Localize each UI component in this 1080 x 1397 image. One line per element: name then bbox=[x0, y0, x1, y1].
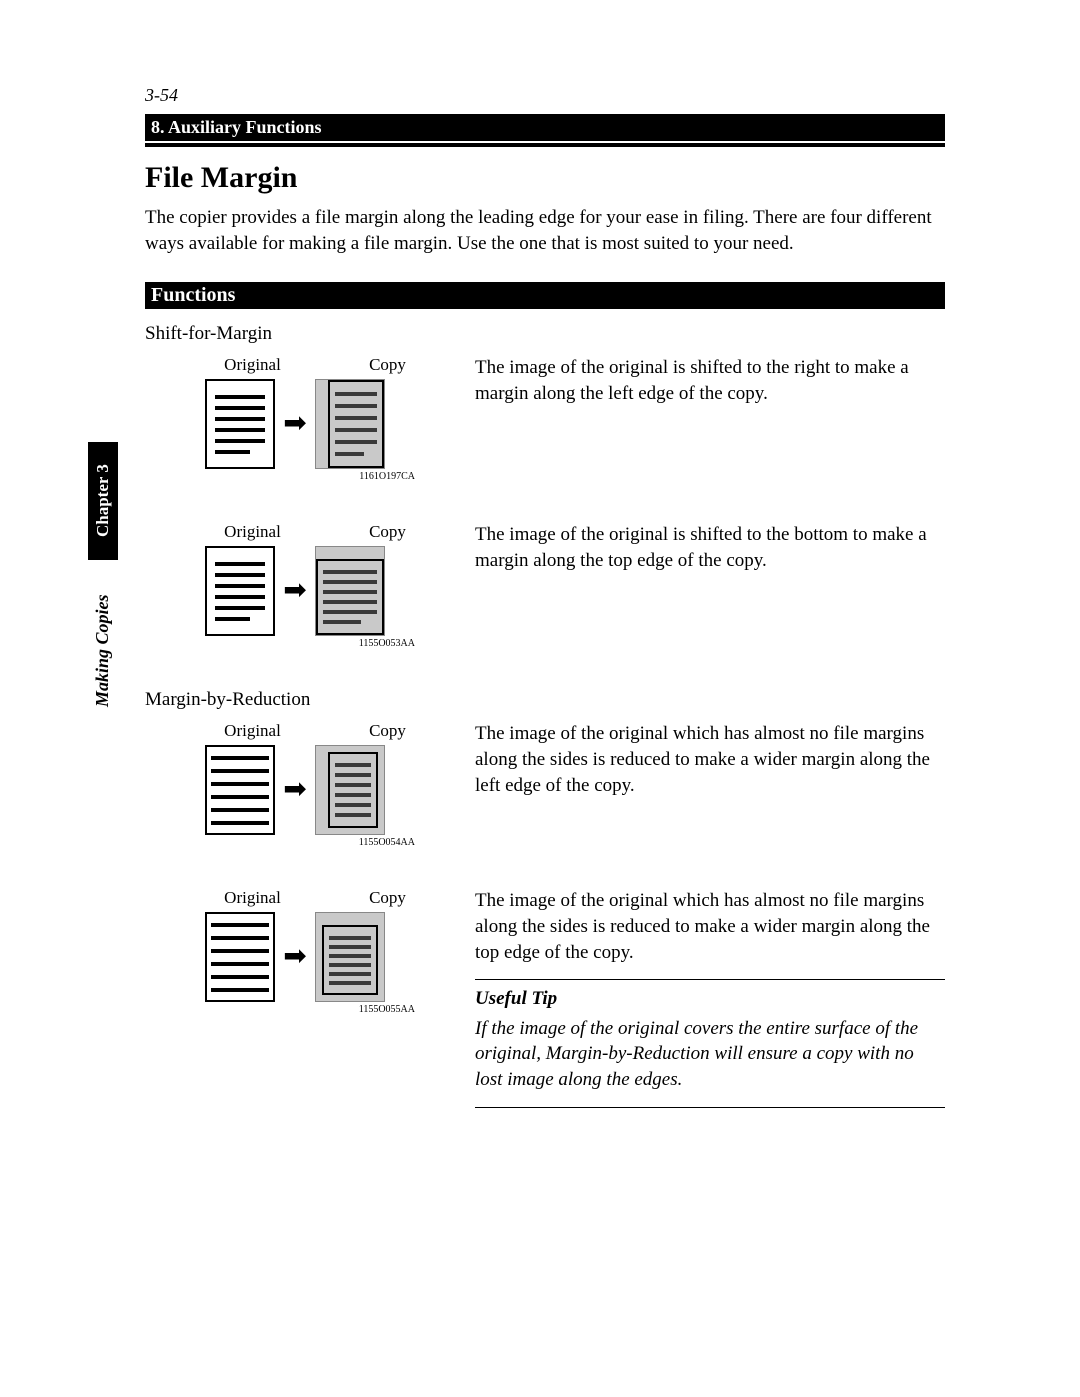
page-body: 3-54 8. Auxiliary Functions File Margin … bbox=[145, 85, 945, 1154]
function-row: Original Copy ➡ 1155O055AA The image of the … bbox=[145, 888, 945, 1113]
copy-page-icon bbox=[315, 379, 385, 469]
diagram-reference: 1155O055AA bbox=[205, 1004, 435, 1015]
function-subheading: Margin-by-Reduction bbox=[145, 689, 945, 711]
function-subheading: Shift-for-Margin bbox=[145, 323, 945, 345]
copy-label: Copy bbox=[340, 355, 435, 375]
header-rule bbox=[145, 143, 945, 147]
diagram-column: Original Copy ➡ 1155O055AA bbox=[145, 888, 475, 1015]
original-page-icon bbox=[205, 546, 275, 636]
tip-rule-bottom bbox=[475, 1107, 945, 1108]
original-page-icon bbox=[205, 912, 275, 1002]
original-page-icon bbox=[205, 379, 275, 469]
diagram-reference: 1155O053AA bbox=[205, 638, 435, 649]
diagram-reference: 1161O197CA bbox=[205, 471, 435, 482]
diagram-column: Original Copy ➡ 1155O053AA bbox=[145, 522, 475, 649]
diagram: ➡ bbox=[205, 546, 475, 636]
side-caption: Making Copies bbox=[92, 576, 113, 726]
useful-tip-body: If the image of the original covers the … bbox=[475, 1016, 945, 1093]
original-label: Original bbox=[205, 522, 300, 542]
description-text: The image of the original which has almo… bbox=[475, 888, 945, 1113]
tip-rule-top bbox=[475, 979, 945, 980]
diagram-column: Original Copy ➡ 1161O197CA bbox=[145, 355, 475, 482]
description-text: The image of the original which has almo… bbox=[475, 721, 945, 798]
copy-page-icon bbox=[315, 546, 385, 636]
page-title: File Margin bbox=[145, 161, 945, 195]
copy-page-icon bbox=[315, 912, 385, 1002]
arrow-right-icon: ➡ bbox=[275, 577, 315, 605]
section-header-bar: 8. Auxiliary Functions bbox=[145, 114, 945, 141]
function-row: Original Copy ➡ 1161O197CA The image of the … bbox=[145, 355, 945, 482]
diagram-column: Original Copy ➡ 1155O054AA bbox=[145, 721, 475, 848]
copy-page-icon bbox=[315, 745, 385, 835]
original-label: Original bbox=[205, 721, 300, 741]
arrow-right-icon: ➡ bbox=[275, 943, 315, 971]
original-label: Original bbox=[205, 355, 300, 375]
diagram-reference: 1155O054AA bbox=[205, 837, 435, 848]
description-text: The image of the original is shifted to … bbox=[475, 522, 945, 573]
function-row: Original Copy ➡ 1155O054AA The image of the … bbox=[145, 721, 945, 848]
description-text: The image of the original is shifted to … bbox=[475, 355, 945, 406]
original-page-icon bbox=[205, 745, 275, 835]
function-row: Original Copy ➡ 1155O053AA The image of the … bbox=[145, 522, 945, 649]
functions-bar: Functions bbox=[145, 282, 945, 309]
arrow-right-icon: ➡ bbox=[275, 776, 315, 804]
page-number: 3-54 bbox=[145, 85, 945, 106]
copy-label: Copy bbox=[340, 522, 435, 542]
intro-paragraph: The copier provides a file margin along … bbox=[145, 205, 945, 256]
chapter-tab: Chapter 3 bbox=[88, 442, 118, 560]
diagram: ➡ bbox=[205, 745, 475, 835]
useful-tip-title: Useful Tip bbox=[475, 986, 945, 1012]
arrow-right-icon: ➡ bbox=[275, 410, 315, 438]
copy-label: Copy bbox=[340, 721, 435, 741]
copy-label: Copy bbox=[340, 888, 435, 908]
original-label: Original bbox=[205, 888, 300, 908]
diagram: ➡ bbox=[205, 912, 475, 1002]
diagram: ➡ bbox=[205, 379, 475, 469]
